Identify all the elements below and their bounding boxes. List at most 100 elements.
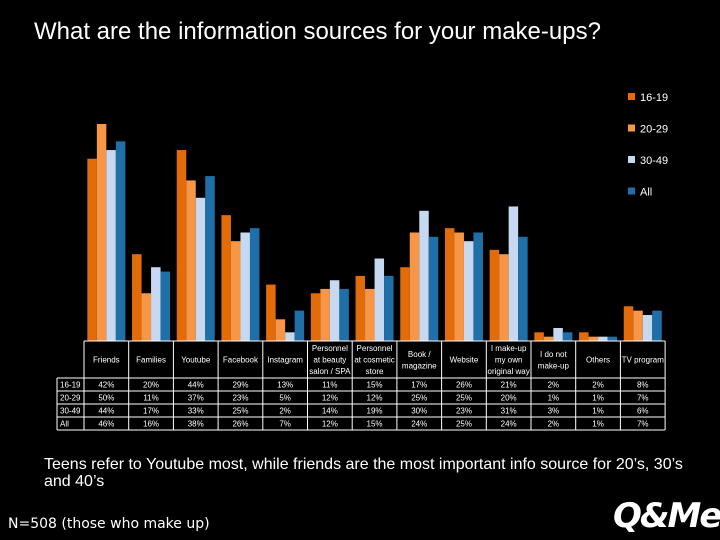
bar-i-make-up-my-own-original-way-all: [518, 236, 528, 341]
bar-personnel-at-beauty-salon-spa-16-19: [310, 293, 321, 341]
legend-swatch-all: [628, 187, 635, 195]
category-label-instagram: Instagram: [267, 356, 303, 365]
cell-30-49-personnel-at-beauty-salon-spa: 14%: [322, 407, 338, 416]
bar-i-do-not-make-up-16-19: [534, 332, 544, 341]
cell-16-19-personnel-at-cosmetic-store: 15%: [367, 381, 383, 390]
bar-personnel-at-cosmetic-store-30-49: [374, 258, 385, 341]
cell-16-19-families: 20%: [143, 381, 159, 390]
cell-30-49-youtube: 33%: [188, 407, 204, 416]
bar-families-all: [160, 271, 171, 341]
bar-personnel-at-cosmetic-store-all: [384, 275, 394, 341]
cell-16-19-i-make-up-my-own-original-way: 21%: [501, 381, 517, 390]
bar-friends-20-29: [96, 124, 107, 341]
bar-others-20-29: [588, 336, 599, 341]
cell-20-29-personnel-at-cosmetic-store: 12%: [367, 394, 383, 403]
cell-20-29-friends: 50%: [98, 394, 114, 403]
cell-30-49-families: 17%: [143, 407, 159, 416]
legend: 16-19 20-29 30-49 All: [628, 92, 668, 199]
cell-16-19-tv-program: 8%: [637, 381, 649, 390]
bar-families-30-49: [151, 267, 161, 341]
category-label-website: Website: [450, 356, 479, 365]
brand-logo: Q&Me: [613, 496, 720, 536]
bar-instagram-16-19: [266, 284, 276, 341]
bar-website-16-19: [444, 228, 455, 341]
cell-30-49-personnel-at-cosmetic-store: 19%: [367, 407, 383, 416]
category-label-personnel-at-cosmetic-store: Personnel at cosmetic store: [354, 344, 394, 376]
bar-i-make-up-my-own-original-way-16-19: [489, 249, 500, 341]
bar-facebook-30-49: [240, 232, 250, 341]
bar-families-16-19: [132, 254, 142, 341]
cell-all-i-make-up-my-own-original-way: 24%: [501, 420, 517, 429]
legend-label-16-19: 16-19: [640, 92, 668, 104]
cell-16-19-website: 26%: [456, 381, 472, 390]
category-label-personnel-at-beauty-salon-spa: Personnel at beauty salon / SPA: [309, 344, 351, 376]
cell-16-19-others: 2%: [592, 381, 604, 390]
bar-i-do-not-make-up-all: [562, 332, 573, 341]
cell-all-instagram: 7%: [279, 420, 291, 429]
bar-others-30-49: [598, 336, 608, 341]
cell-16-19-book-magazine: 17%: [411, 381, 427, 390]
bar-youtube-20-29: [186, 180, 196, 341]
cell-16-19-facebook: 29%: [232, 381, 248, 390]
cell-20-29-website: 25%: [456, 394, 472, 403]
bar-youtube-30-49: [195, 197, 206, 341]
bar-instagram-all: [294, 310, 305, 341]
bar-instagram-30-49: [285, 332, 295, 341]
bar-i-make-up-my-own-original-way-20-29: [499, 254, 509, 341]
cell-30-49-website: 23%: [456, 407, 472, 416]
bar-facebook-20-29: [230, 241, 241, 341]
legend-swatch-16-19: [628, 93, 635, 100]
bar-book-magazine-30-49: [419, 210, 429, 341]
bar-facebook-all: [249, 228, 260, 341]
category-label-tv-program: TV program: [622, 356, 665, 365]
category-label-facebook: Facebook: [223, 356, 259, 365]
bar-families-20-29: [141, 293, 152, 341]
cell-30-49-instagram: 2%: [279, 407, 291, 416]
bar-book-magazine-16-19: [400, 267, 410, 341]
bar-personnel-at-cosmetic-store-16-19: [355, 275, 366, 341]
cell-20-29-facebook: 23%: [232, 394, 248, 403]
cell-20-29-youtube: 37%: [188, 394, 204, 403]
bar-book-magazine-20-29: [409, 232, 420, 341]
row-label-20-29: 20-29: [60, 394, 81, 403]
category-label-i-do-not-make-up: I do not make-up: [538, 350, 570, 371]
cell-20-29-i-do-not-make-up: 1%: [548, 394, 560, 403]
cell-30-49-friends: 44%: [98, 407, 114, 416]
cell-16-19-friends: 42%: [98, 381, 114, 390]
bar-website-20-29: [454, 232, 464, 341]
cell-16-19-instagram: 13%: [277, 381, 293, 390]
bar-tv-program-20-29: [633, 310, 643, 341]
row-label-30-49: 30-49: [60, 407, 81, 416]
legend-label-20-29: 20-29: [640, 124, 668, 136]
bar-i-make-up-my-own-original-way-30-49: [508, 206, 519, 341]
bar-group: [87, 124, 662, 341]
legend-swatch-20-29: [628, 124, 635, 132]
category-label-book-magazine: Book / magazine: [402, 350, 437, 371]
bar-friends-all: [115, 141, 126, 341]
bar-tv-program-all: [652, 310, 662, 341]
cell-16-19-i-do-not-make-up: 2%: [548, 381, 560, 390]
bar-personnel-at-cosmetic-store-20-29: [365, 288, 375, 341]
row-label-16-19: 16-19: [60, 381, 81, 390]
cell-all-youtube: 38%: [188, 420, 204, 429]
category-label-families: Families: [136, 356, 166, 365]
legend-swatch-30-49: [628, 156, 635, 163]
bar-personnel-at-beauty-salon-spa-20-29: [320, 288, 330, 341]
cell-all-i-do-not-make-up: 2%: [548, 420, 560, 429]
bar-others-16-19: [579, 332, 589, 341]
category-label-i-make-up-my-own-original-way: I make-up my own original way: [488, 344, 530, 376]
bar-tv-program-16-19: [623, 306, 634, 341]
bar-facebook-16-19: [221, 215, 231, 341]
cell-20-29-others: 1%: [592, 394, 604, 403]
bar-personnel-at-beauty-salon-spa-30-49: [329, 280, 340, 341]
bar-friends-30-49: [106, 150, 116, 341]
category-label-youtube: Youtube: [181, 356, 211, 365]
chart-title: What are the information sources for you…: [34, 18, 601, 45]
bar-website-all: [473, 232, 483, 341]
cell-20-29-families: 11%: [143, 394, 158, 403]
bar-youtube-16-19: [176, 150, 187, 341]
cell-30-49-book-magazine: 30%: [411, 407, 427, 416]
summary-text: Teens refer to Youtube most, while frien…: [44, 456, 683, 490]
row-label-all: All: [60, 420, 69, 429]
